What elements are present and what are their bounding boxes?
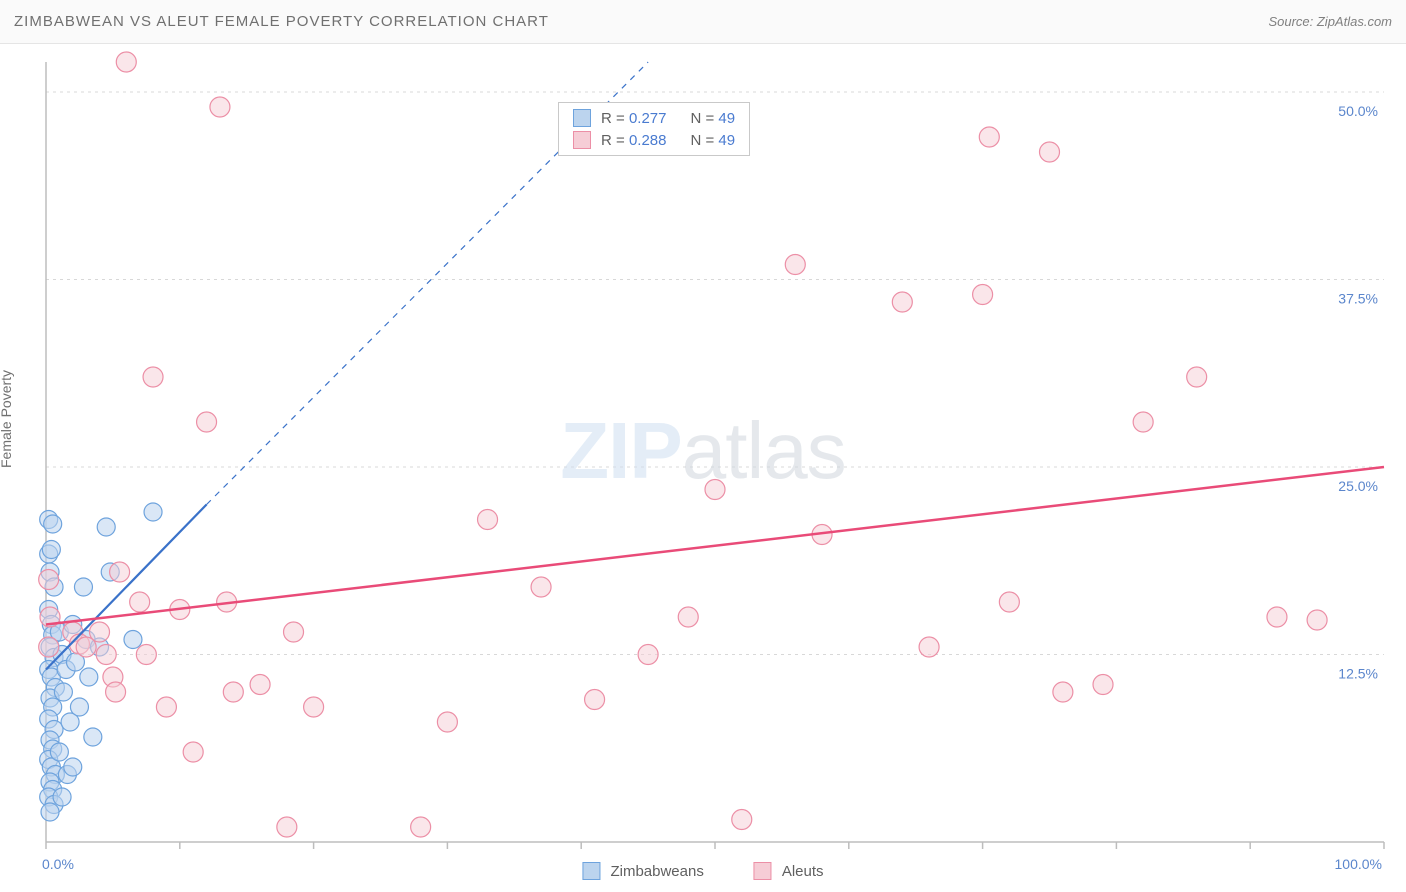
- y-grid-label: 25.0%: [1338, 478, 1378, 494]
- data-point: [41, 803, 59, 821]
- data-point: [106, 682, 126, 702]
- data-point: [284, 622, 304, 642]
- data-point: [90, 622, 110, 642]
- n-label: N = 49: [690, 110, 735, 127]
- data-point: [277, 817, 297, 837]
- data-point: [1093, 675, 1113, 695]
- legend: Zimbabweans Aleuts: [582, 862, 823, 880]
- chart-area: Female Poverty ZIPatlas 12.5%25.0%37.5%5…: [0, 44, 1406, 892]
- data-point: [44, 515, 62, 533]
- data-point: [304, 697, 324, 717]
- data-point: [136, 645, 156, 665]
- y-grid-label: 37.5%: [1338, 291, 1378, 307]
- y-grid-label: 12.5%: [1338, 666, 1378, 682]
- data-point: [197, 412, 217, 432]
- data-point: [84, 728, 102, 746]
- data-point: [437, 712, 457, 732]
- data-point: [999, 592, 1019, 612]
- data-point: [478, 510, 498, 530]
- data-point: [156, 697, 176, 717]
- data-point: [53, 788, 71, 806]
- data-point: [143, 367, 163, 387]
- x-max-label: 100.0%: [1335, 856, 1382, 872]
- n-label: N = 49: [690, 132, 735, 149]
- r-label: R = 0.288: [601, 132, 666, 149]
- chart-title: ZIMBABWEAN VS ALEUT FEMALE POVERTY CORRE…: [14, 13, 549, 30]
- data-point: [1133, 412, 1153, 432]
- legend-item: Zimbabweans: [582, 862, 703, 880]
- data-point: [223, 682, 243, 702]
- data-point: [638, 645, 658, 665]
- data-point: [1267, 607, 1287, 627]
- data-point: [64, 758, 82, 776]
- data-point: [678, 607, 698, 627]
- data-point: [96, 645, 116, 665]
- x-min-label: 0.0%: [42, 856, 74, 872]
- data-point: [183, 742, 203, 762]
- correlation-stats-box: R = 0.277 N = 49 R = 0.288 N = 49: [558, 102, 750, 156]
- stats-row: R = 0.288 N = 49: [559, 129, 749, 151]
- legend-swatch: [582, 862, 600, 880]
- data-point: [411, 817, 431, 837]
- data-point: [54, 683, 72, 701]
- data-point: [39, 637, 59, 657]
- stats-row: R = 0.277 N = 49: [559, 107, 749, 129]
- data-point: [531, 577, 551, 597]
- data-point: [39, 570, 59, 590]
- data-point: [1307, 610, 1327, 630]
- y-axis-label: Female Poverty: [0, 370, 14, 468]
- data-point: [732, 810, 752, 830]
- data-point: [250, 675, 270, 695]
- data-point: [892, 292, 912, 312]
- data-point: [97, 518, 115, 536]
- chart-source: Source: ZipAtlas.com: [1268, 14, 1392, 29]
- data-point: [124, 631, 142, 649]
- data-point: [74, 578, 92, 596]
- stats-swatch: [573, 109, 591, 127]
- data-point: [1040, 142, 1060, 162]
- data-point: [50, 743, 68, 761]
- data-point: [919, 637, 939, 657]
- data-point: [1187, 367, 1207, 387]
- data-point: [585, 690, 605, 710]
- data-point: [70, 698, 88, 716]
- data-point: [110, 562, 130, 582]
- data-point: [979, 127, 999, 147]
- chart-header: ZIMBABWEAN VS ALEUT FEMALE POVERTY CORRE…: [0, 0, 1406, 44]
- data-point: [705, 480, 725, 500]
- y-grid-label: 50.0%: [1338, 103, 1378, 119]
- data-point: [973, 285, 993, 305]
- data-point: [144, 503, 162, 521]
- legend-label: Aleuts: [782, 863, 824, 880]
- stats-swatch: [573, 131, 591, 149]
- r-label: R = 0.277: [601, 110, 666, 127]
- data-point: [1053, 682, 1073, 702]
- legend-label: Zimbabweans: [610, 863, 703, 880]
- data-point: [116, 52, 136, 72]
- data-point: [130, 592, 150, 612]
- scatter-plot: 12.5% 25.0% 37.5% 50.0%: [0, 44, 1406, 892]
- data-point: [42, 541, 60, 559]
- data-point: [785, 255, 805, 275]
- legend-item: Aleuts: [754, 862, 824, 880]
- data-point: [210, 97, 230, 117]
- legend-swatch: [754, 862, 772, 880]
- data-point: [80, 668, 98, 686]
